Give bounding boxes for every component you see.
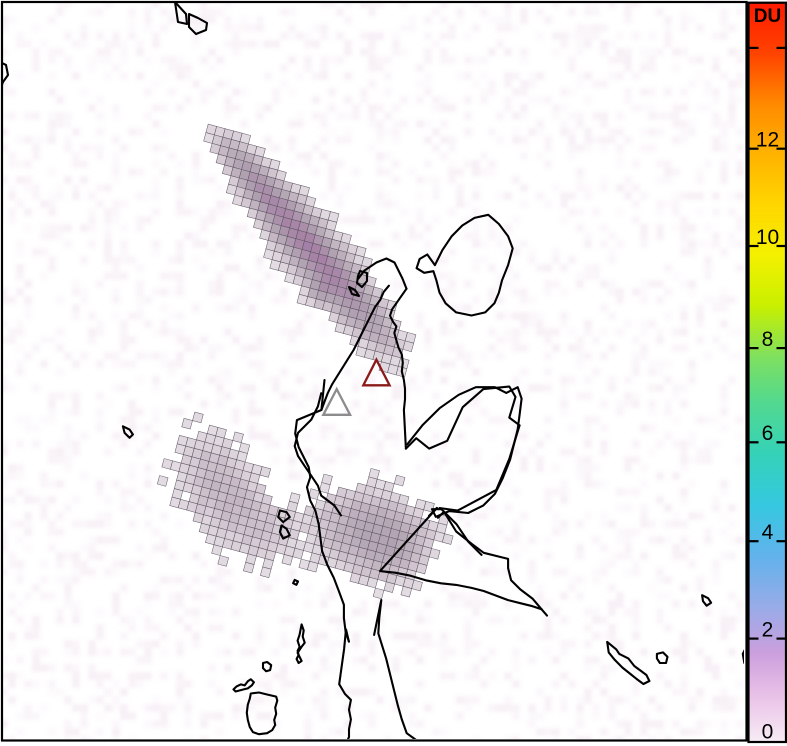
svg-text:4: 4 — [762, 521, 774, 544]
svg-text:2: 2 — [762, 618, 774, 641]
svg-text:0: 0 — [762, 721, 774, 744]
svg-text:12: 12 — [756, 129, 779, 152]
svg-text:DU: DU — [754, 6, 781, 27]
svg-text:10: 10 — [756, 226, 779, 249]
svg-text:6: 6 — [762, 422, 774, 445]
svg-text:8: 8 — [762, 328, 774, 351]
